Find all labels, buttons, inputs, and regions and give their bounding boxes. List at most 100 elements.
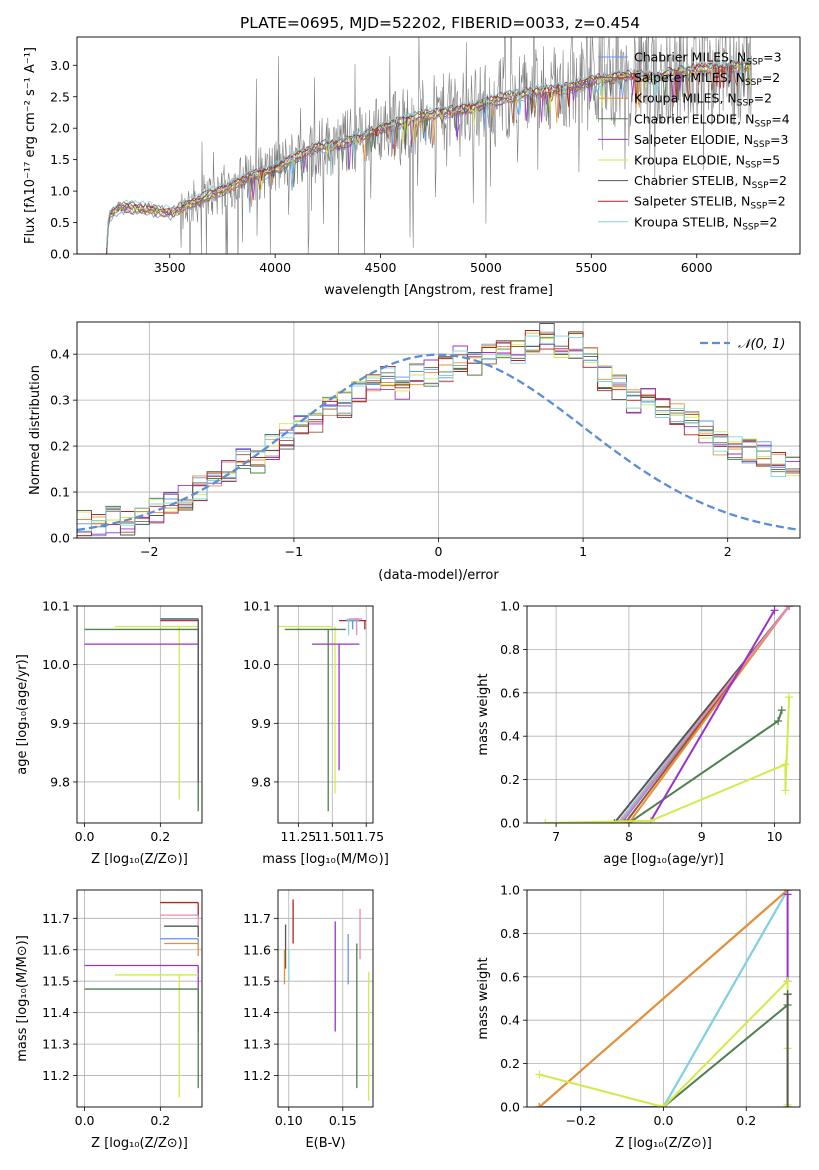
y-tick-label: 11.5 <box>42 974 70 989</box>
age-vs-metallicity-panel: 0.0 0.2 9.8 9.9 10.0 10.1 Z [log₁₀(Z/Z⊙)] age [… <box>15 599 203 867</box>
cumulative-age-panel: 7 8 9 10 0.0 0.2 0.4 0.6 0.8 1.0 age [log₁₀(age/yr… <box>476 599 801 867</box>
y-tick-label: 11.3 <box>243 1037 271 1052</box>
y-tick-label: 0.0 <box>500 1100 520 1115</box>
model-spectrum-line <box>106 66 751 254</box>
legend-label: Salpeter MILES, NSSP=2 <box>634 70 780 88</box>
residual-histogram-panel: −2 −1 0 1 2 0.0 0.1 0.2 0.3 0.4 (data-model)/error… <box>28 321 801 583</box>
plot-area <box>84 901 199 1098</box>
spectrum-panel: 3500 4000 4500 5000 5500 6000 0.0 0.5 1.0 1.5 2.0 2… <box>23 36 801 298</box>
y-tick-label: 3.0 <box>50 58 70 73</box>
y-axis-label: Flux [fλ10⁻¹⁷ erg cm⁻² s⁻¹ A⁻¹] <box>23 47 38 244</box>
x-tick-label: 0.10 <box>275 1113 303 1128</box>
legend-label-suffix: =3 <box>763 50 781 65</box>
y-tick-label: 11.4 <box>243 1005 271 1020</box>
legend-label: Salpeter ELODIE, NSSP=3 <box>634 132 788 150</box>
y-tick-label: 11.7 <box>243 911 271 926</box>
plot-area <box>541 606 794 823</box>
axes-frame <box>76 889 203 1108</box>
y-axis-label: mass weight <box>476 673 491 755</box>
data-point-marker <box>535 1070 544 1079</box>
model-spectrum-line <box>106 58 752 248</box>
data-point-marker <box>783 990 792 999</box>
axes-frame <box>76 321 801 539</box>
x-axis-label: Z [log₁₀(Z/Z⊙)] <box>615 1136 712 1151</box>
x-tick-label: 11.50 <box>314 829 350 844</box>
axes-frame <box>526 889 801 1108</box>
legend-label-subscript: SSP <box>745 161 762 171</box>
y-tick-label: 11.6 <box>42 942 70 957</box>
y-tick-label: 10.1 <box>243 599 271 614</box>
y-axis-label: Normed distribution <box>28 365 43 495</box>
data-point-marker <box>659 1103 668 1107</box>
legend-label-suffix: =4 <box>771 111 789 126</box>
x-tick-label: 5500 <box>575 260 607 275</box>
x-tick-label: 4500 <box>365 260 397 275</box>
data-point-marker <box>783 1103 792 1107</box>
legend-label-suffix: =2 <box>754 91 772 106</box>
x-tick-label: −2 <box>140 544 158 559</box>
y-tick-label: 0.1 <box>50 485 70 500</box>
y-tick-label: 10.0 <box>42 657 70 672</box>
y-tick-label: 0.6 <box>500 685 520 700</box>
figure-title: PLATE=0695, MJD=52202, FIBERID=0033, z=0… <box>240 14 640 32</box>
data-point-marker <box>774 717 783 726</box>
axes-frame <box>76 605 203 824</box>
y-tick-label: 11.4 <box>42 1005 70 1020</box>
y-tick-label: 9.8 <box>50 774 70 789</box>
y-tick-label: 0.4 <box>50 347 70 362</box>
gaussian-curve <box>77 353 800 532</box>
legend-label-suffix: =5 <box>762 153 780 168</box>
x-tick-label: 11.75 <box>348 829 384 844</box>
y-tick-label: 10.0 <box>243 657 271 672</box>
y-tick-label: 11.3 <box>42 1037 70 1052</box>
cumulative-weight-line <box>620 606 790 822</box>
x-tick-label: 0.0 <box>75 1113 95 1128</box>
y-tick-label: 2.5 <box>50 89 70 104</box>
histogram-step-line <box>77 335 800 532</box>
y-tick-label: 9.9 <box>251 716 271 731</box>
x-tick-label: 0.2 <box>150 829 170 844</box>
data-point-marker <box>646 816 655 823</box>
y-tick-label: 11.2 <box>42 1068 70 1083</box>
x-tick-label: 0.2 <box>150 1113 170 1128</box>
x-axis-label: Z [log₁₀(Z/Z⊙)] <box>91 852 188 867</box>
legend-label-suffix: =3 <box>770 132 788 147</box>
legend-label-suffix: =2 <box>769 173 787 188</box>
x-tick-label: 0.0 <box>654 1113 674 1128</box>
legend-label-suffix: =2 <box>762 70 780 85</box>
plot-area <box>535 890 792 1107</box>
y-tick-label: 0.8 <box>500 926 520 941</box>
x-axis-label: E(B-V) <box>305 1136 345 1151</box>
y-tick-label: 1.0 <box>500 599 520 614</box>
x-axis-label: mass [log₁₀(M/M⊙)] <box>262 852 389 867</box>
x-axis-label: Z [log₁₀(Z/Z⊙)] <box>91 1136 188 1151</box>
x-tick-label: −1 <box>285 544 303 559</box>
y-tick-label: 1.5 <box>50 152 70 167</box>
plot-area <box>106 37 752 254</box>
legend-label: Chabrier MILES, NSSP=3 <box>634 50 782 68</box>
data-point-marker <box>770 606 779 615</box>
plot-area <box>84 618 199 812</box>
legend-label-subscript: SSP <box>752 181 769 191</box>
x-tick-label: −0.2 <box>566 1113 596 1128</box>
cumulative-weight-line <box>538 890 789 1107</box>
cumulative-weight-line <box>628 606 790 823</box>
data-point-marker <box>785 693 794 702</box>
y-tick-label: 0.0 <box>50 531 70 546</box>
x-axis-label: wavelength [Angstrom, rest frame] <box>324 283 553 298</box>
y-tick-label: 0.4 <box>500 1013 520 1028</box>
x-tick-label: 7 <box>552 829 560 844</box>
legend-label-suffix: =2 <box>767 194 785 209</box>
y-tick-label: 11.6 <box>243 942 271 957</box>
cumulative-metallicity-panel: −0.2 0.0 0.2 0.0 0.2 0.4 0.6 0.8 1.0 Z [log₁₀(Z/Z… <box>476 883 801 1151</box>
legend-label-subscript: SSP <box>737 99 754 109</box>
legend-label-suffix: =2 <box>759 214 777 229</box>
mass-vs-ebv-panel: 0.10 0.15 11.2 11.3 11.4 11.5 11.6 11.7 E(B-V) <box>243 889 374 1151</box>
axes-frame <box>277 605 374 824</box>
y-tick-label: 11.7 <box>42 911 70 926</box>
plot-area <box>77 323 800 537</box>
y-tick-label: 11.2 <box>243 1068 271 1083</box>
axes-frame <box>76 36 801 255</box>
legend-label: Kroupa ELODIE, NSSP=5 <box>634 153 780 171</box>
x-axis-label: age [log₁₀(age/yr)] <box>603 852 724 867</box>
